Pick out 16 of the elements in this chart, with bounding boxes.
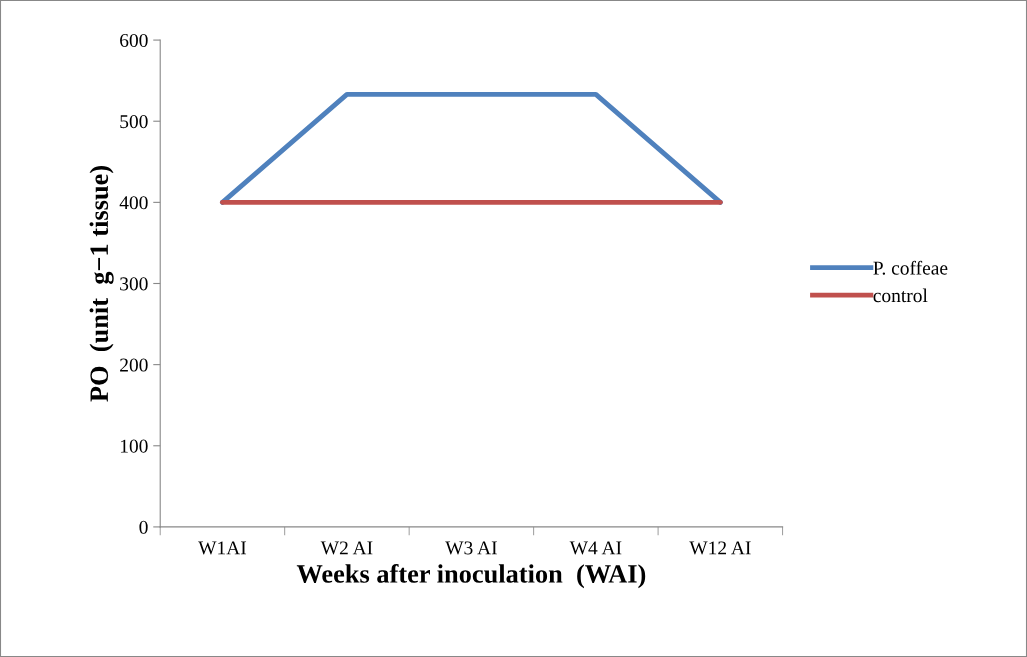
x-tick-label: W4 AI <box>569 541 622 555</box>
legend-label: P. coffeae <box>873 260 948 275</box>
x-tick-label: W3 AI <box>445 541 497 555</box>
x-tick-label: W2 AI <box>320 541 373 555</box>
y-tick-label: 500 <box>120 115 148 129</box>
y-tick-label: 200 <box>120 358 148 372</box>
y-tick-label: 0 <box>139 520 148 534</box>
y-tick-label: 300 <box>120 277 148 291</box>
x-axis-title: Weeks after inoculation (WAI) <box>296 563 646 589</box>
y-tick-label: 100 <box>120 439 148 453</box>
y-tick-label: 400 <box>119 196 148 210</box>
y-axis-title: PO (unit g−1 tissue) <box>89 166 114 402</box>
legend-label: control <box>873 288 928 303</box>
y-tick-label: 600 <box>120 33 148 48</box>
x-tick-label: W1AI <box>198 541 247 555</box>
x-tick-label: W12 AI <box>689 541 751 555</box>
